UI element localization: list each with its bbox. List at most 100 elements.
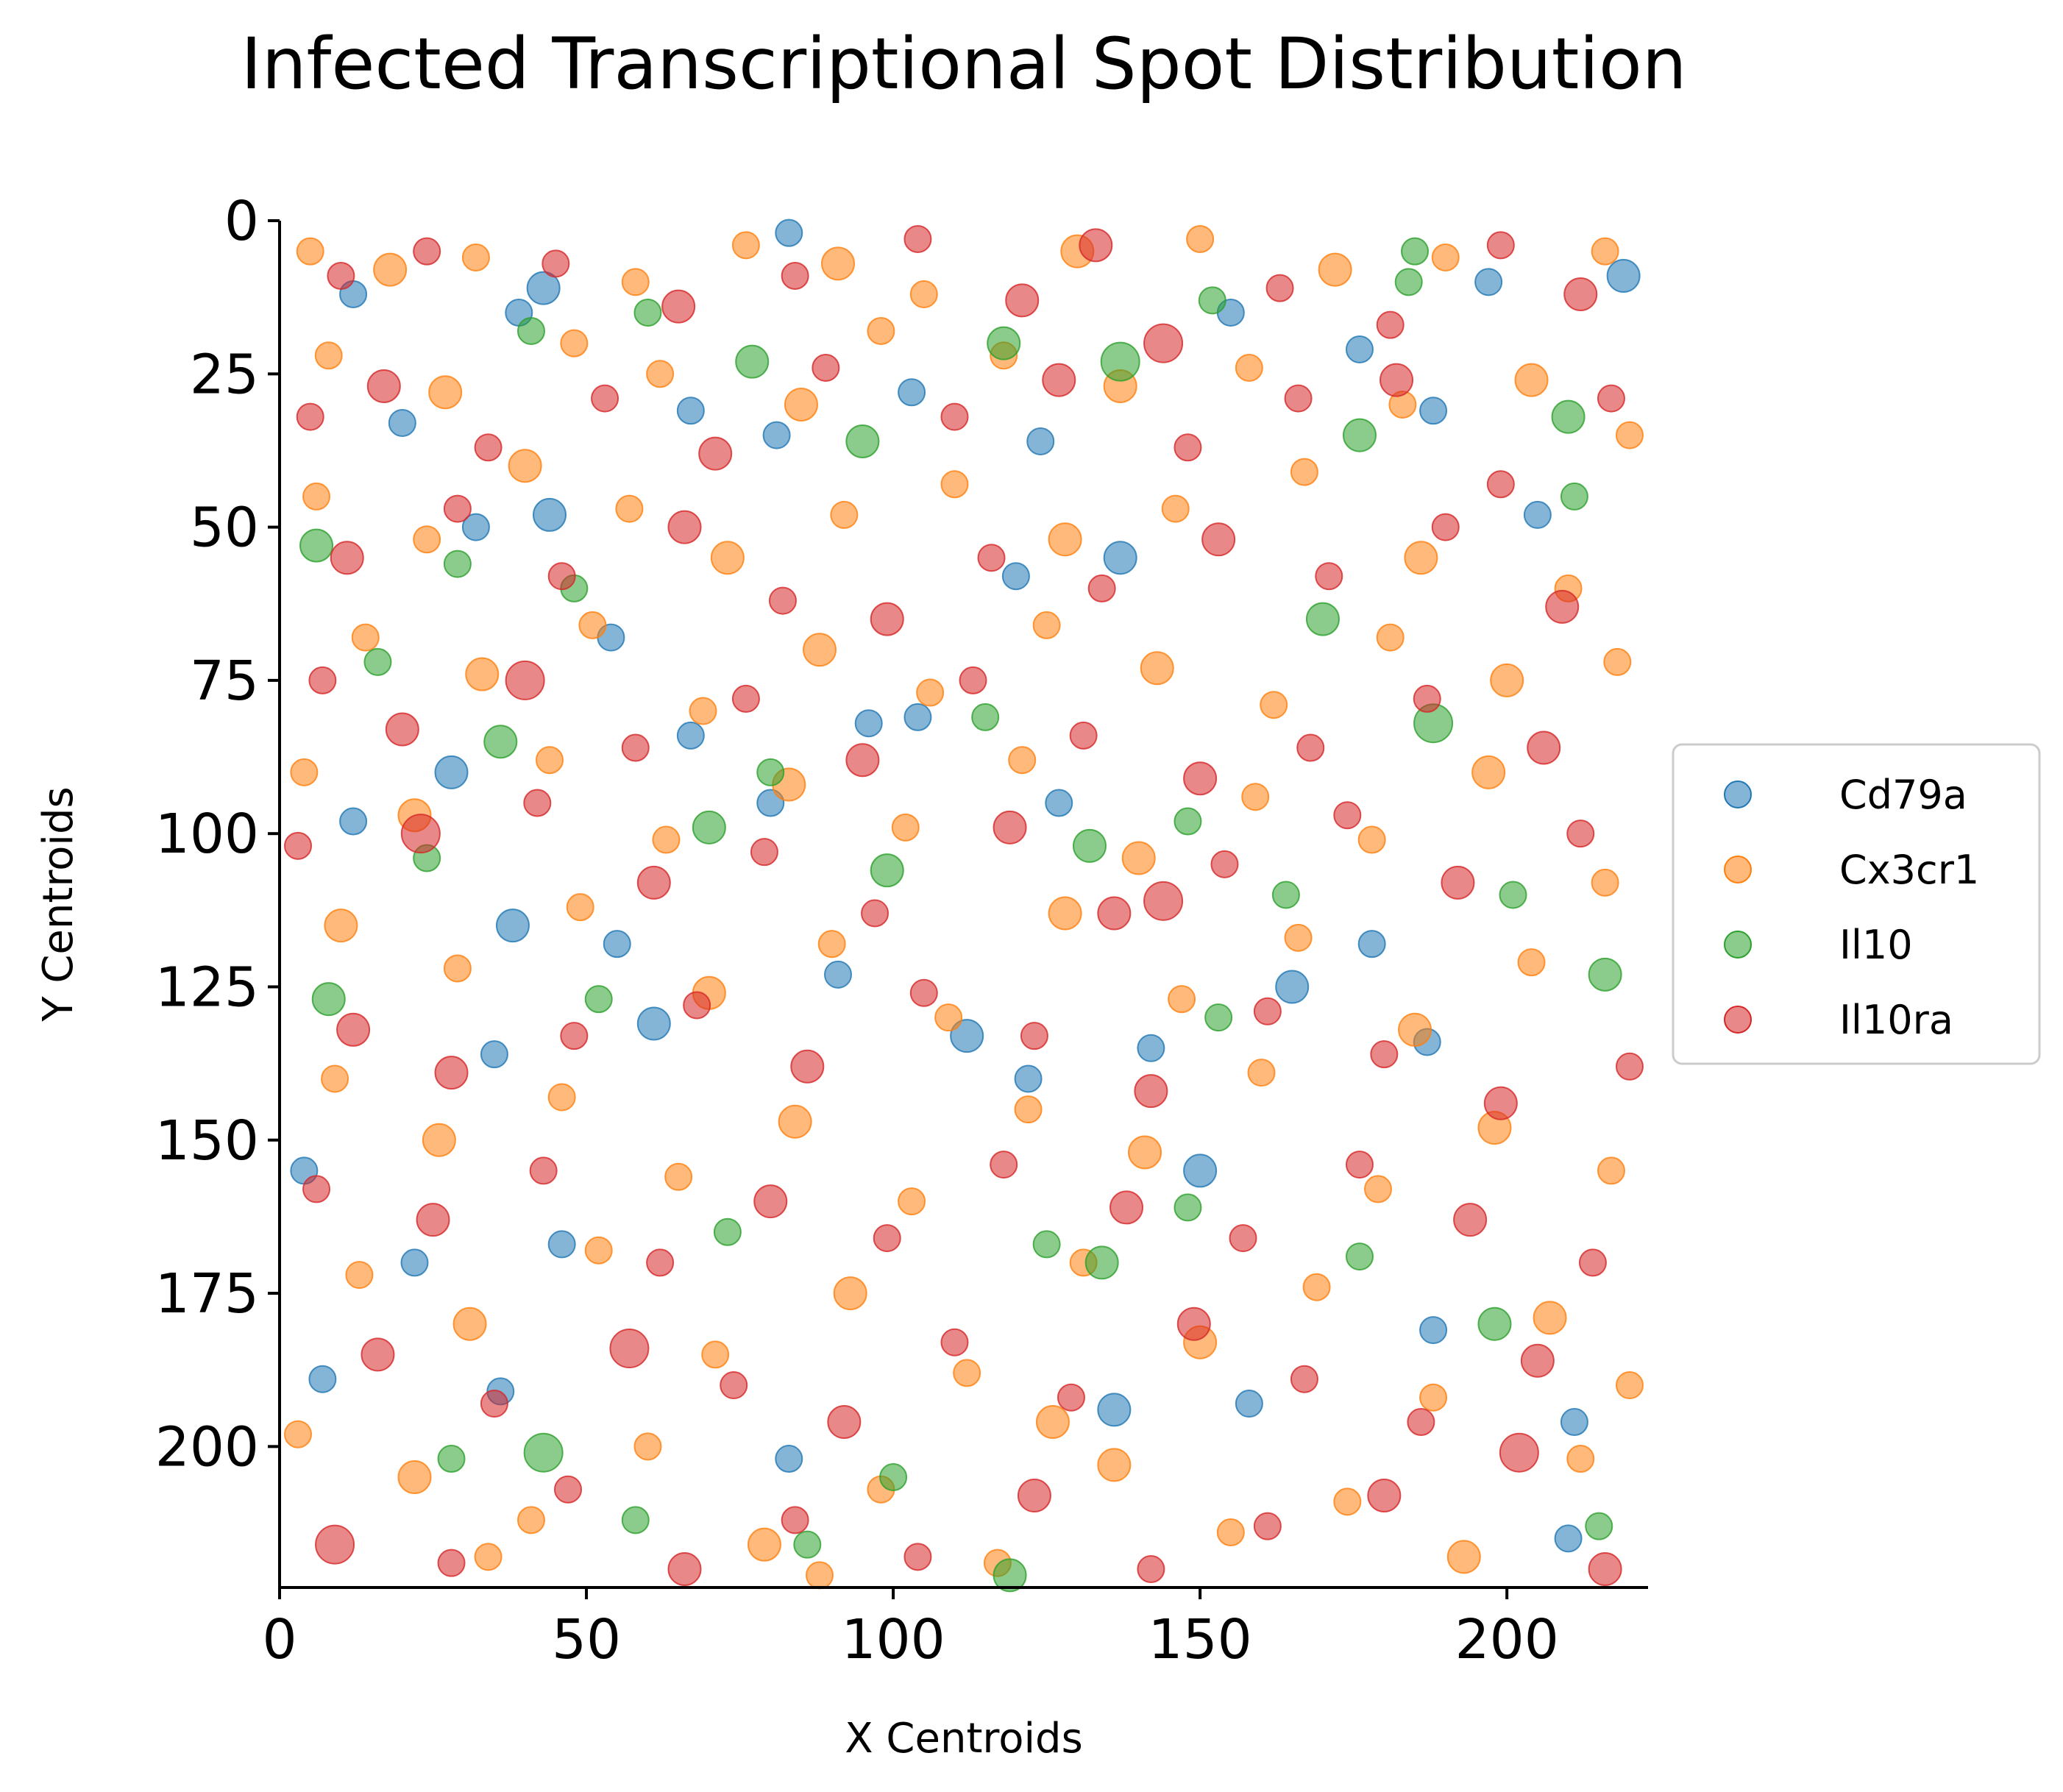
scatter-point-il10 [1173, 807, 1202, 836]
scatter-point-cx3cr1 [1241, 783, 1270, 811]
y-tick-label: 125 [155, 956, 259, 1019]
scatter-point-il10 [443, 550, 472, 578]
scatter-point-il10 [692, 810, 726, 845]
scatter-point-cx3cr1 [1048, 896, 1082, 931]
scatter-point-il10ra [1201, 522, 1236, 557]
scatter-point-il10ra [873, 1224, 901, 1253]
scatter-point-il10ra [413, 237, 441, 266]
scatter-point-il10ra [1210, 850, 1239, 878]
x-tick-label: 200 [1455, 1608, 1559, 1671]
scatter-point-il10 [1198, 286, 1226, 315]
scatter-point-il10ra [1441, 865, 1475, 900]
scatter-point-cd79a [1357, 930, 1386, 959]
y-tick-label: 175 [155, 1262, 259, 1326]
scatter-point-il10ra [790, 1049, 825, 1084]
scatter-point-il10ra [1253, 1512, 1282, 1540]
scatter-point-il10ra [1333, 801, 1362, 830]
scatter-point-il10 [713, 1217, 742, 1246]
scatter-point-cd79a [636, 1006, 671, 1041]
y-tick-label: 50 [190, 497, 259, 560]
scatter-point-il10ra [1370, 1040, 1399, 1069]
scatter-point-il10ra [940, 402, 969, 431]
scatter-point-cx3cr1 [1035, 1405, 1070, 1440]
scatter-point-il10ra [1578, 1248, 1607, 1277]
scatter-point-cd79a [480, 1040, 508, 1069]
scatter-point-cx3cr1 [1471, 755, 1506, 789]
scatter-point-cx3cr1 [1186, 224, 1215, 253]
scatter-point-il10ra [609, 1329, 650, 1369]
scatter-point-il10ra [1176, 1306, 1211, 1341]
scatter-point-il10 [1072, 828, 1107, 863]
scatter-point-cd79a [532, 497, 567, 532]
scatter-point-cx3cr1 [314, 341, 343, 370]
scatter-point-cd79a [308, 1365, 337, 1393]
scatter-point-cx3cr1 [560, 329, 589, 358]
scatter-point-il10 [483, 725, 518, 759]
scatter-point-cx3cr1 [1591, 237, 1619, 266]
y-tick-label: 100 [155, 803, 259, 866]
scatter-point-il10ra [330, 541, 364, 575]
scatter-point-cd79a [1419, 397, 1448, 425]
scatter-point-il10ra [366, 369, 401, 403]
scatter-point-il10ra [1520, 1343, 1555, 1378]
y-axis-ticks: 0 25 50 75 100 125 150 175 200 [155, 190, 280, 1479]
scatter-point-il10ra [1087, 574, 1116, 602]
scatter-point-cx3cr1 [1490, 663, 1524, 697]
scatter-point-il10ra [827, 1405, 862, 1440]
scatter-point-il10ra [1183, 761, 1218, 796]
scatter-point-cd79a [1419, 1316, 1448, 1345]
scatter-point-cx3cr1 [953, 1359, 981, 1387]
scatter-point-cx3cr1 [664, 1162, 693, 1191]
legend-marker-cx3cr1 [1724, 856, 1752, 883]
scatter-point-cx3cr1 [321, 1064, 349, 1093]
scatter-point-cx3cr1 [784, 387, 818, 422]
scatter-point-cx3cr1 [646, 360, 675, 388]
scatter-point-cx3cr1 [1032, 611, 1061, 639]
scatter-point-cx3cr1 [1014, 1095, 1043, 1124]
scatter-point-il10 [311, 982, 346, 1017]
scatter-point-il10ra [1057, 1383, 1085, 1412]
legend-label-il10: Il10 [1839, 922, 1913, 968]
scatter-point-il10ra [437, 1549, 466, 1577]
scatter-point-il10ra [1345, 1151, 1374, 1179]
scatter-point-cx3cr1 [508, 449, 542, 483]
scatter-point-il10ra [940, 1328, 969, 1357]
scatter-point-il10ra [1563, 277, 1598, 311]
scatter-point-il10ra [1588, 1552, 1622, 1587]
scatter-point-cx3cr1 [566, 893, 594, 922]
scatter-point-il10ra [845, 743, 880, 778]
scatter-point-cx3cr1 [535, 746, 564, 775]
x-tick-label: 150 [1148, 1608, 1251, 1671]
scatter-point-cx3cr1 [1048, 522, 1082, 557]
scatter-point-cx3cr1 [584, 1236, 613, 1265]
scatter-point-cd79a [762, 421, 791, 449]
scatter-point-cx3cr1 [1517, 948, 1546, 977]
scatter-point-il10ra [1069, 721, 1098, 750]
scatter-point-il10ra [1042, 363, 1076, 397]
x-tick-label: 100 [841, 1608, 945, 1671]
scatter-point-cd79a [1474, 268, 1503, 296]
scatter-point-il10ra [683, 991, 711, 1020]
scatter-point-cx3cr1 [1161, 494, 1190, 523]
scatter-point-il10 [1345, 1242, 1374, 1271]
legend-label-cx3cr1: Cx3cr1 [1839, 847, 1979, 893]
scatter-point-cx3cr1 [1364, 1175, 1393, 1203]
scatter-point-cd79a [1045, 789, 1073, 817]
scatter-point-il10ra [1079, 228, 1113, 263]
scatter-point-il10 [1204, 1003, 1233, 1032]
scatter-point-cd79a [1345, 335, 1374, 363]
scatter-point-cx3cr1 [1419, 1383, 1448, 1412]
scatter-point-cx3cr1 [802, 633, 837, 667]
scatter-point-il10 [1499, 881, 1527, 909]
scatter-point-cx3cr1 [1008, 746, 1037, 775]
scatter-point-cd79a [1026, 427, 1055, 455]
scatter-point-cx3cr1 [1566, 1445, 1595, 1473]
scatter-point-cx3cr1 [1140, 651, 1174, 686]
scatter-point-il10ra [1284, 384, 1313, 413]
scatter-point-cd79a [824, 960, 853, 989]
scatter-point-il10ra [327, 261, 355, 290]
scatter-point-il10ra [361, 1337, 395, 1372]
scatter-point-il10ra [443, 494, 472, 523]
x-axis-label: X Centroids [845, 1715, 1083, 1763]
